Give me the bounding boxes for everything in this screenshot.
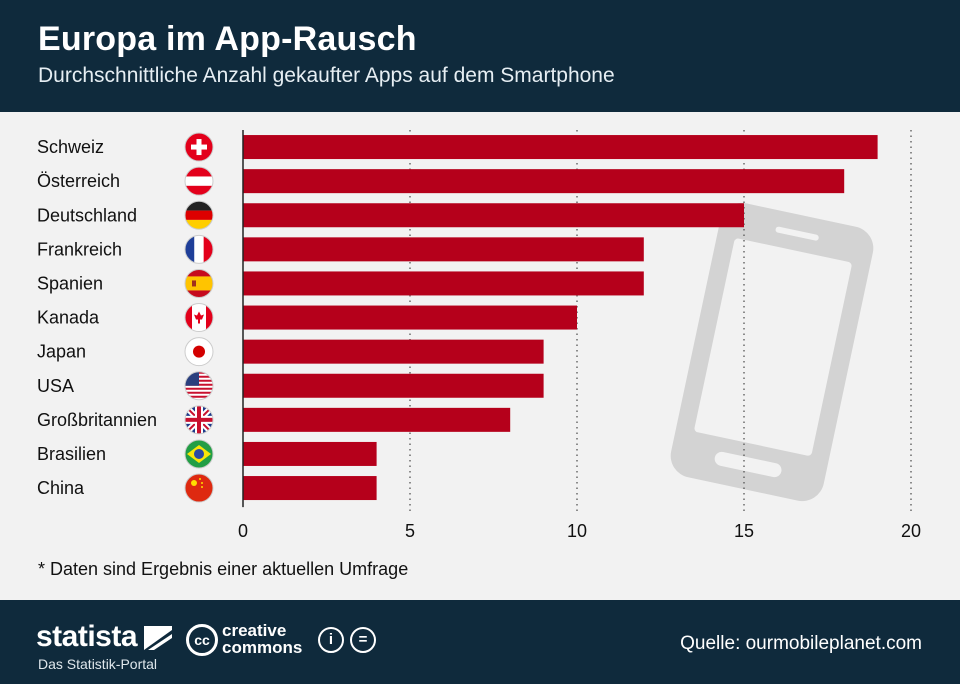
category-label: USA <box>37 376 74 396</box>
attribution-icon: i <box>318 627 344 653</box>
flag-outline <box>184 166 214 196</box>
france-flag-icon <box>185 235 213 264</box>
flag-outline <box>184 268 214 298</box>
x-tick-label: 10 <box>567 521 587 541</box>
x-tick-label: 15 <box>734 521 754 541</box>
bar <box>243 135 878 160</box>
flag-outline <box>184 337 214 367</box>
grid-lines <box>409 130 912 514</box>
flag-outline <box>184 405 214 435</box>
flag-outline <box>184 439 214 469</box>
category-label: Brasilien <box>37 444 106 464</box>
bar <box>243 271 644 296</box>
category-label: Deutschland <box>37 205 137 225</box>
flag-outline <box>184 234 214 264</box>
austria-flag-icon <box>185 167 213 196</box>
chart-area: Schweiz Österreich Deutschland Frankreich Sp… <box>0 112 960 600</box>
category-label: Schweiz <box>37 137 104 157</box>
category-label: Großbritannien <box>37 410 157 430</box>
statista-logo-icon <box>144 626 172 650</box>
x-tick-label: 5 <box>405 521 415 541</box>
statista-logo-text[interactable]: statista <box>36 620 138 653</box>
flag-outline <box>184 371 214 401</box>
chart-title: Europa im App-Rausch <box>38 20 417 58</box>
bar <box>243 203 744 228</box>
cc-label-line2: commons <box>222 638 303 657</box>
bars <box>243 135 878 501</box>
bar <box>243 305 577 330</box>
category-label: Japan <box>37 342 86 362</box>
category-label: Kanada <box>37 308 100 328</box>
x-tick-label: 0 <box>238 521 248 541</box>
brazil-flag-icon <box>185 439 213 468</box>
bar <box>243 407 511 432</box>
source-credit: Quelle: ourmobileplanet.com <box>680 633 922 654</box>
bar <box>243 441 377 466</box>
x-axis-ticks: 0 5 10 15 20 <box>238 521 921 541</box>
cc-label-line1: creative <box>222 621 287 640</box>
japan-flag-icon <box>185 337 213 366</box>
creative-commons-icon: cc <box>186 624 218 656</box>
china-flag-icon <box>185 474 213 503</box>
bar <box>243 476 377 501</box>
switzerland-flag-icon <box>185 133 213 162</box>
spain-flag-icon <box>185 269 213 298</box>
smartphone-illustration <box>670 202 874 502</box>
category-label: Österreich <box>37 171 120 191</box>
bar <box>243 373 544 398</box>
flag-outline <box>184 473 214 503</box>
x-tick-label: 20 <box>901 521 921 541</box>
usa-flag-icon <box>185 371 213 400</box>
chart-subtitle: Durchschnittliche Anzahl gekaufter Apps … <box>38 64 615 87</box>
category-label: Frankreich <box>37 239 122 259</box>
category-label: Spanien <box>37 273 103 293</box>
footer: statista Das Statistik-Portal cc creativ… <box>0 600 960 684</box>
bar <box>243 237 644 262</box>
flag-outline <box>184 200 214 230</box>
germany-flag-icon <box>185 201 213 230</box>
flag-outline <box>184 303 214 333</box>
canada-flag-icon <box>185 303 213 332</box>
no-derivatives-icon: = <box>350 627 376 653</box>
statista-tagline: Das Statistik-Portal <box>38 656 158 672</box>
bar <box>243 169 845 194</box>
creative-commons-label: creative commons <box>222 622 302 656</box>
category-label: China <box>37 478 85 498</box>
footnote: * Daten sind Ergebnis einer aktuellen Um… <box>38 559 409 579</box>
flag-outline <box>184 132 214 162</box>
flags <box>184 132 214 503</box>
header: Europa im App-Rausch Durchschnittliche A… <box>0 0 960 112</box>
bar <box>243 339 544 364</box>
category-labels: Schweiz Österreich Deutschland Frankreich Sp… <box>37 137 157 498</box>
uk-flag-icon <box>185 405 213 434</box>
bar-chart: Schweiz Österreich Deutschland Frankreich Sp… <box>37 130 921 541</box>
